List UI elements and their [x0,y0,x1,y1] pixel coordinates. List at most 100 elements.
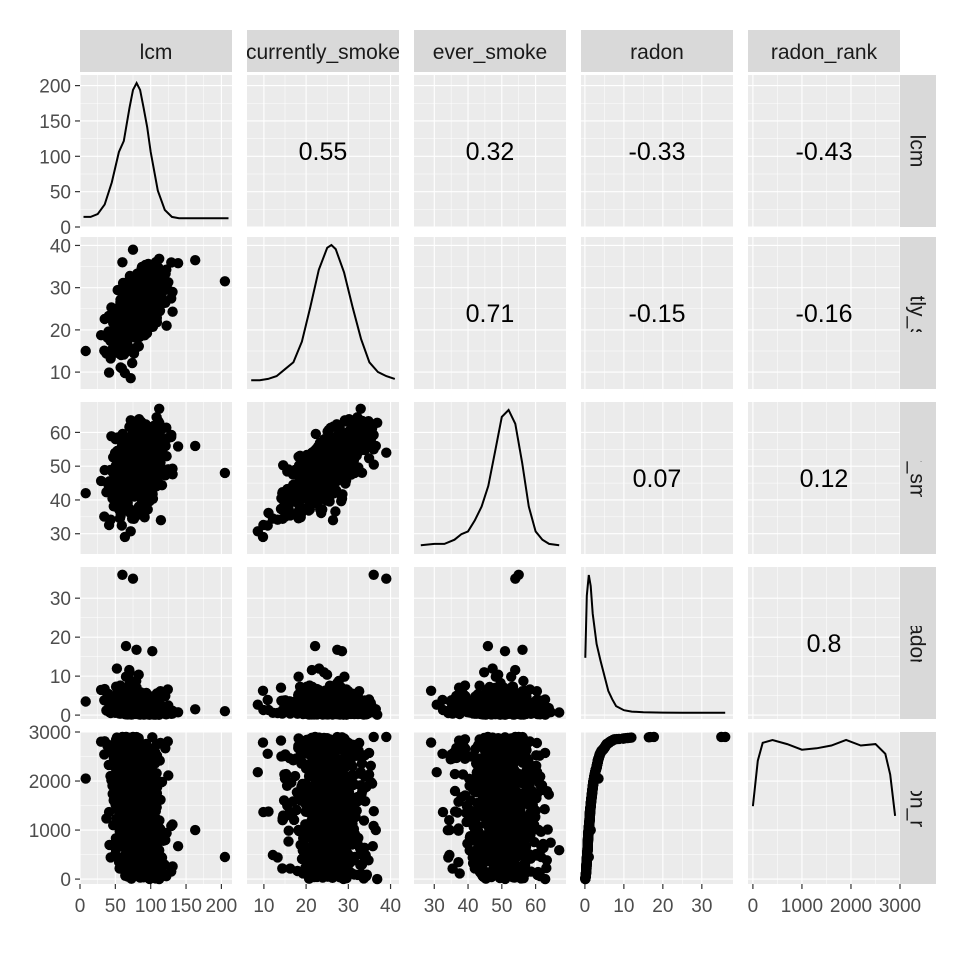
scatter-point [324,496,334,506]
scatter-point [272,515,282,525]
scatter-point [122,338,132,348]
scatter-point [484,693,494,703]
scatter-point [127,358,137,368]
scatter-point [518,676,528,686]
scatter-point [128,245,138,255]
column-strip-label-lcm: lcm [140,41,173,64]
scatter-point [293,672,303,682]
scatter-point [280,696,290,706]
scatter-point [328,421,338,431]
scatter-point [128,448,138,458]
scatter-point [554,707,564,717]
x-tick-label: 30 [338,896,359,917]
scatter-point [127,513,137,523]
scatter-point [147,646,157,656]
scatter-point [127,704,137,714]
y-tick-label: 10 [50,363,71,384]
y-tick-label: 150 [39,112,71,133]
scatter-point [139,512,149,522]
scatter-point [119,349,129,359]
scatter-point [517,689,527,699]
scatter-point [371,704,381,714]
scatter-point [108,452,118,462]
y-tick-label: 30 [50,525,71,546]
y-tick-label: 30 [50,279,71,300]
scatter-point [123,504,133,514]
scatter-point [453,706,463,716]
scatter-point [371,441,381,451]
x-tick-label: 100 [135,896,167,917]
scatter-point [104,367,114,377]
correlation-value-ever_smoke-radon_rank: 0.12 [800,465,849,493]
x-tick-label: 50 [105,896,126,917]
scatter-point [141,290,151,300]
scatter-point [163,770,173,780]
column-strip-label-ever_smoke: ever_smoke [433,41,547,64]
column-strip-label-currently_smoke: currently_smoke [246,41,400,64]
scatter-point [167,706,177,716]
scatter-point [156,515,166,525]
scatter-point [369,459,379,469]
scatter-point [107,344,117,354]
y-tick-label: 30 [50,589,71,610]
scatter-point [263,508,273,518]
scatter-point [128,469,138,479]
scatter-point [126,526,136,536]
scatter-point [348,441,358,451]
correlation-value-lcm-currently_smoke: 0.55 [299,138,348,166]
scatter-point [109,474,119,484]
scatter-point [295,501,305,511]
scatter-point [356,404,366,414]
y-tick-label: 40 [50,491,71,512]
x-tick-label: 50 [491,896,512,917]
correlation-value-ever_smoke-radon: 0.07 [633,465,682,493]
scatter-point [469,706,479,716]
scatter-point [329,456,339,466]
scatter-point [132,342,142,352]
correlation-value-lcm-radon_rank: -0.43 [796,138,853,166]
panel-background [748,732,900,884]
scatter-point [121,641,131,651]
scatter-point [106,353,116,363]
scatter-point [330,704,340,714]
x-tick-label: 1000 [781,896,823,917]
scatter-point [280,488,290,498]
scatter-point [147,427,157,437]
scatter-point [510,574,520,584]
scatter-point [360,427,370,437]
correlation-value-currently_smoke-ever_smoke: 0.71 [466,300,515,328]
panel-radon_rank-radon_rank [748,732,900,884]
scatter-point [102,332,112,342]
scatter-point [360,695,370,705]
scatter-point [161,321,171,331]
x-tick-label: 0 [748,896,759,917]
scatter-point [131,645,141,655]
row-strip-label-lcm: lcm [906,135,929,168]
x-tick-label: 150 [170,896,202,917]
scatter-point [490,706,500,716]
scatter-point [350,468,360,478]
scatter-point [190,704,200,714]
scatter-point [116,328,126,338]
scatter-point [263,705,273,715]
panel-background [80,75,232,227]
scatter-point [300,469,310,479]
scatter-point [479,667,489,677]
scatter-point [470,696,480,706]
scatter-point [272,708,282,718]
scatter-point [109,693,119,703]
scatter-point [258,686,268,696]
x-tick-label: 30 [424,896,445,917]
scatter-point [144,279,154,289]
scatter-point [517,645,527,655]
scatter-point [300,693,310,703]
y-tick-label: 20 [50,321,71,342]
y-tick-label: 200 [39,77,71,98]
scatter-point [129,457,139,467]
scatter-point [298,485,308,495]
scatter-point [117,444,127,454]
panel-lcm-lcm [80,75,232,227]
scatter-point [253,700,263,710]
y-tick-label: 1000 [29,821,71,842]
scatter-point [127,296,137,306]
